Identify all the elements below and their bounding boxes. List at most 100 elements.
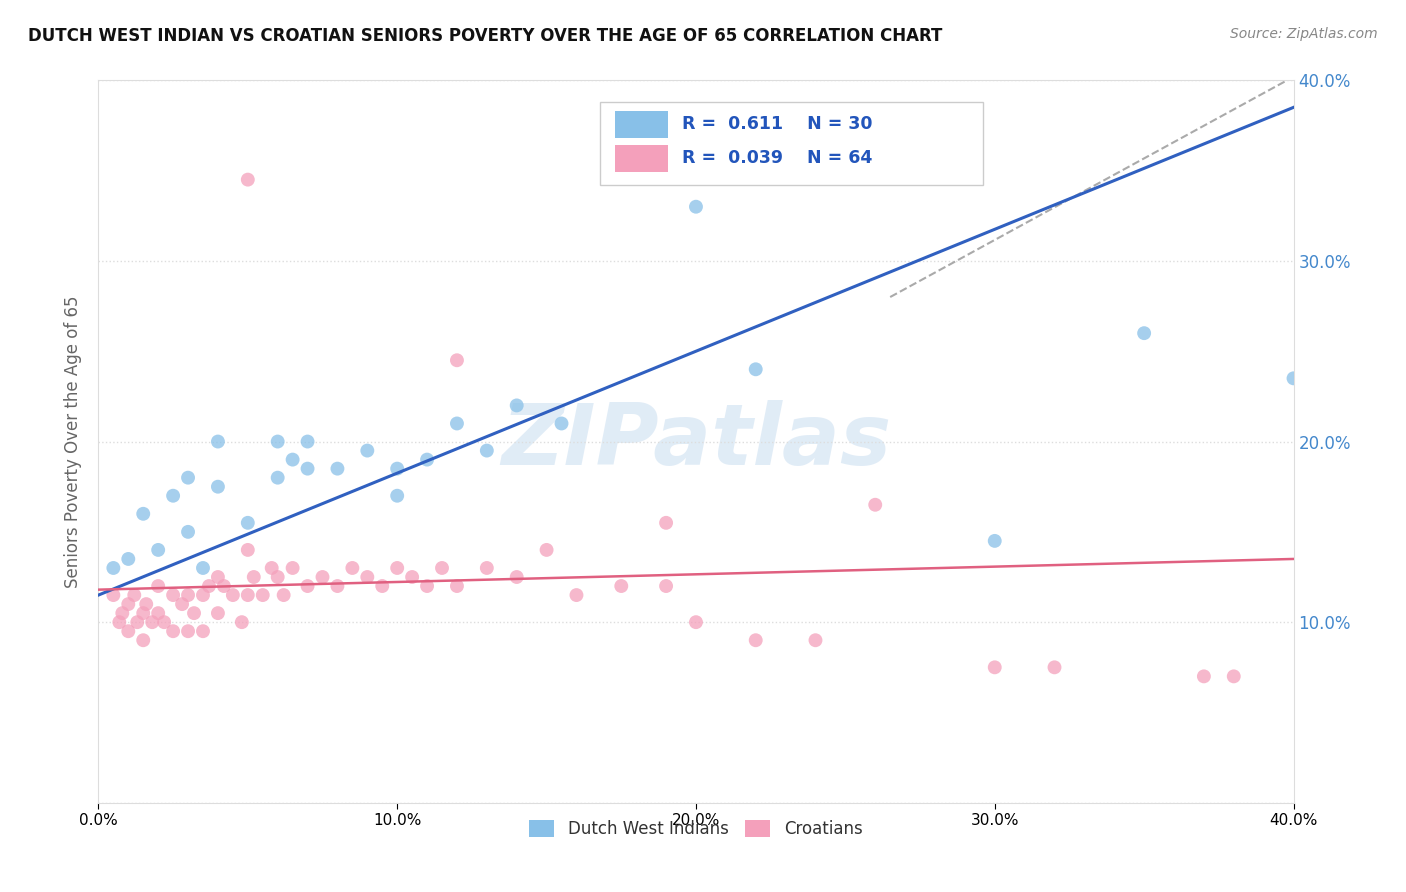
Point [148, 542, 170, 557]
Point [124, 588, 146, 602]
Point [430, 561, 453, 575]
Point [243, 570, 266, 584]
Y-axis label: Seniors Poverty Over the Age of 65: Seniors Poverty Over the Age of 65 [65, 295, 83, 588]
Point [610, 579, 633, 593]
Point [117, 624, 139, 639]
Point [281, 452, 304, 467]
Point [1043, 660, 1066, 674]
Point [132, 606, 155, 620]
Point [260, 561, 283, 575]
Point [1282, 371, 1305, 385]
Point [127, 615, 149, 630]
Bar [614, 111, 668, 138]
Text: R =  0.611    N = 30: R = 0.611 N = 30 [682, 115, 872, 133]
Point [191, 561, 214, 575]
Point [236, 172, 259, 186]
Point [172, 597, 194, 611]
Point [550, 417, 572, 431]
Point [153, 615, 176, 630]
Point [371, 579, 394, 593]
Text: R =  0.039    N = 64: R = 0.039 N = 64 [682, 149, 872, 168]
Point [273, 588, 295, 602]
Point [108, 615, 131, 630]
Legend: Dutch West Indians, Croatians: Dutch West Indians, Croatians [523, 814, 869, 845]
Point [148, 579, 170, 593]
Point [103, 561, 125, 575]
Point [207, 434, 229, 449]
Point [536, 542, 558, 557]
Point [685, 615, 707, 630]
Point [267, 471, 290, 485]
Point [141, 615, 163, 630]
Point [385, 489, 409, 503]
Bar [614, 145, 668, 172]
Point [506, 398, 529, 412]
Point [446, 353, 468, 368]
Point [475, 443, 498, 458]
Point [446, 417, 468, 431]
Point [236, 516, 259, 530]
Point [297, 434, 319, 449]
Point [177, 624, 200, 639]
Point [446, 579, 468, 593]
Point [252, 588, 274, 602]
Point [198, 579, 221, 593]
Point [177, 471, 200, 485]
Point [356, 443, 378, 458]
Point [162, 588, 184, 602]
Point [231, 615, 253, 630]
Point [385, 561, 409, 575]
Point [117, 552, 139, 566]
Point [117, 597, 139, 611]
Point [135, 597, 157, 611]
Text: Source: ZipAtlas.com: Source: ZipAtlas.com [1230, 27, 1378, 41]
Point [281, 561, 304, 575]
Point [297, 461, 319, 475]
Point [984, 533, 1007, 548]
Point [111, 606, 134, 620]
Text: ZIPatlas: ZIPatlas [501, 400, 891, 483]
Point [207, 570, 229, 584]
Point [148, 606, 170, 620]
Point [356, 570, 378, 584]
Point [745, 633, 768, 648]
Point [342, 561, 364, 575]
Point [804, 633, 827, 648]
Point [565, 588, 588, 602]
FancyBboxPatch shape [600, 102, 983, 185]
Point [385, 461, 409, 475]
Point [236, 542, 259, 557]
Point [103, 588, 125, 602]
Point [745, 362, 768, 376]
Point [191, 624, 214, 639]
Point [222, 588, 245, 602]
Point [401, 570, 423, 584]
Point [183, 606, 205, 620]
Point [655, 516, 678, 530]
Point [212, 579, 235, 593]
Point [984, 660, 1007, 674]
Point [1192, 669, 1215, 683]
Point [177, 524, 200, 539]
Point [1133, 326, 1156, 340]
Point [267, 570, 290, 584]
Point [207, 480, 229, 494]
Point [326, 461, 349, 475]
Point [297, 579, 319, 593]
Point [132, 633, 155, 648]
Point [655, 579, 678, 593]
Point [311, 570, 333, 584]
Point [132, 507, 155, 521]
Text: DUTCH WEST INDIAN VS CROATIAN SENIORS POVERTY OVER THE AGE OF 65 CORRELATION CHA: DUTCH WEST INDIAN VS CROATIAN SENIORS PO… [28, 27, 942, 45]
Point [1223, 669, 1246, 683]
Point [191, 588, 214, 602]
Point [416, 452, 439, 467]
Point [416, 579, 439, 593]
Point [162, 489, 184, 503]
Point [267, 434, 290, 449]
Point [506, 570, 529, 584]
Point [236, 588, 259, 602]
Point [685, 200, 707, 214]
Point [865, 498, 887, 512]
Point [177, 588, 200, 602]
